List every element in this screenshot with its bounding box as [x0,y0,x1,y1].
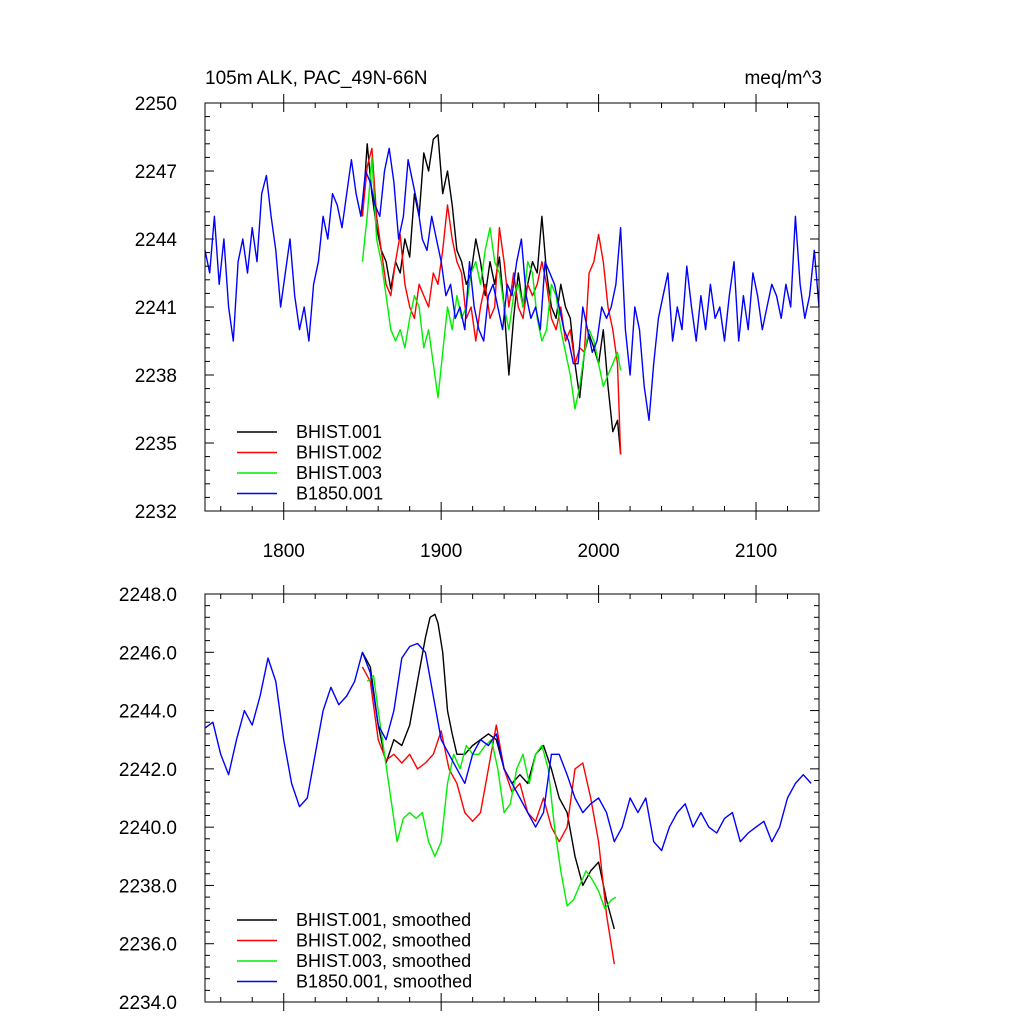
y-tick-label: 2241 [135,298,177,319]
bottom-plot-frame [204,593,820,1003]
chart-title-left: 105m ALK, PAC_49N-66N [205,68,428,89]
y-tick-label: 2244 [135,230,178,251]
chart-title-units: meq/m^3 [744,68,822,89]
y-tick-label: 2247 [135,162,177,183]
bottom-series-group [204,613,812,965]
y-tick-label: 2235 [135,434,177,455]
y-tick-label: 2242.0 [119,760,177,781]
y-tick-label: 2248.0 [119,585,177,606]
y-tick-label: 2236.0 [119,935,177,956]
legend-label: BHIST.001 [296,422,382,442]
legend-label: BHIST.002, smoothed [296,931,471,951]
y-tick-label: 2234.0 [119,993,177,1014]
x-tick-label: 2000 [577,541,619,562]
y-tick-label: 2250 [135,94,177,115]
series-line-bhist-003 [361,156,622,410]
top-axes: 2232 2235 2238 2241 2244 2247 2250 1800 1900 2000… [135,94,820,562]
y-tick-label: 2232 [135,502,177,523]
legend-label: B1850.001 [296,484,383,504]
top-plot-frame [204,102,820,512]
top-series-group [204,134,820,455]
y-tick-label: 2244.0 [119,702,177,723]
bottom-axes: 2234.0 2236.0 2238.0 2240.0 2242.0 2244.0 2246… [119,585,820,1014]
y-tick-label: 2246.0 [119,643,177,664]
x-tick-label: 1900 [420,541,462,562]
series-line-bhist-002 [361,147,622,455]
x-tick-label: 1800 [263,541,305,562]
legend-label: BHIST.003 [296,463,382,483]
top-panel: 105m ALK, PAC_49N-66N meq/m^3 2232223522… [135,68,822,562]
x-tick-label: 2100 [735,541,777,562]
y-tick-label: 2240.0 [119,818,177,839]
legend-label: BHIST.002 [296,443,382,463]
y-tick-label: 2238.0 [119,876,177,897]
series-line-bhist-003-smoothed [366,674,617,910]
bottom-panel: 2234.0 2236.0 2238.0 2240.0 2242.0 2244.0 2246… [119,585,820,1014]
legend-label: B1850.001, smoothed [296,972,472,992]
series-line-b1850-001 [204,147,820,421]
legend-label: BHIST.003, smoothed [296,951,471,971]
series-line-b1850-001-smoothed [204,642,812,852]
legend-label: BHIST.001, smoothed [296,910,471,930]
series-line-bhist-001 [361,134,622,455]
y-tick-label: 2238 [135,366,177,387]
